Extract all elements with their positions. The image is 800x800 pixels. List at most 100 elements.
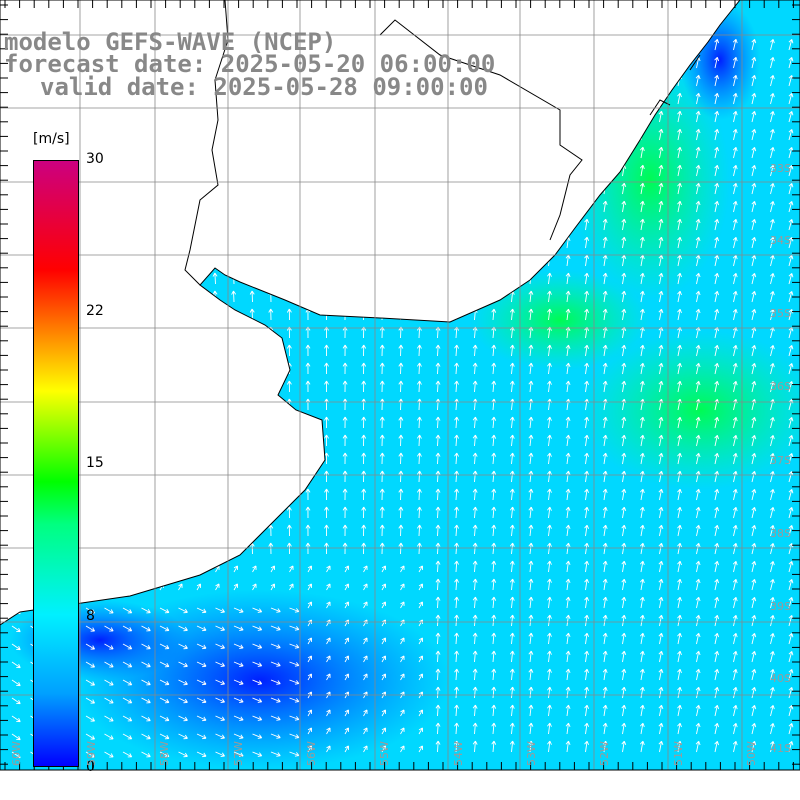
wind-arrow xyxy=(491,290,497,303)
wind-arrow xyxy=(602,146,608,159)
wind-arrow xyxy=(270,583,276,591)
colorbar xyxy=(33,160,79,767)
wind-arrow xyxy=(305,488,311,501)
wind-arrow xyxy=(584,686,590,699)
wind-arrow xyxy=(138,110,144,123)
wind-arrow xyxy=(547,686,552,699)
wind-arrow xyxy=(621,380,627,393)
wind-arrow xyxy=(658,362,664,375)
wind-arrow xyxy=(416,506,422,519)
wind-arrow xyxy=(528,740,534,753)
wind-arrow xyxy=(509,38,515,51)
wind-arrow xyxy=(249,128,255,141)
wind-arrow xyxy=(344,565,350,573)
wind-arrow xyxy=(435,632,441,645)
wind-arrow xyxy=(249,146,255,159)
wind-arrow xyxy=(286,524,292,537)
wind-arrow xyxy=(8,308,14,321)
wind-arrow xyxy=(770,597,775,609)
wind-arrow xyxy=(528,344,534,357)
wind-arrow xyxy=(400,655,405,663)
wind-arrow xyxy=(159,697,170,704)
wind-arrow xyxy=(602,596,608,609)
wind-arrow xyxy=(159,733,170,740)
wind-arrow xyxy=(751,416,757,429)
wind-arrow xyxy=(732,722,738,735)
wind-arrow xyxy=(101,488,107,501)
wind-arrow xyxy=(454,524,460,537)
wind-arrow xyxy=(639,272,645,285)
wind-arrow xyxy=(509,110,515,123)
wind-arrow xyxy=(621,128,627,141)
wind-arrow xyxy=(286,146,292,159)
wind-arrow xyxy=(156,380,162,393)
wind-arrow xyxy=(122,733,133,740)
wind-arrow xyxy=(565,92,571,105)
wind-arrow xyxy=(398,236,404,249)
wind-arrow xyxy=(344,745,350,753)
lon-label: 57W xyxy=(232,741,245,766)
wind-arrow xyxy=(138,200,144,213)
wind-arrow xyxy=(584,128,590,141)
wind-arrow xyxy=(342,110,348,123)
wind-arrow xyxy=(342,488,348,501)
wind-arrow xyxy=(307,745,313,753)
wind-arrow xyxy=(491,650,497,663)
wind-arrow xyxy=(82,218,88,231)
wind-arrow xyxy=(270,643,281,649)
wind-arrow xyxy=(677,254,682,267)
wind-arrow xyxy=(138,434,144,447)
wind-arrow xyxy=(639,722,645,735)
wind-arrow xyxy=(196,751,207,758)
wind-arrow xyxy=(658,650,664,663)
wind-arrow xyxy=(101,362,107,375)
wind-arrow xyxy=(305,272,311,285)
wind-arrow xyxy=(435,254,441,267)
wind-arrow xyxy=(268,362,274,375)
wind-arrow xyxy=(379,524,385,537)
wind-arrow xyxy=(104,751,114,758)
wind-arrow xyxy=(528,380,534,393)
wind-arrow xyxy=(156,344,162,357)
wind-arrow xyxy=(584,632,590,645)
wind-arrow xyxy=(788,183,794,195)
wind-arrow xyxy=(85,643,95,650)
wind-arrow xyxy=(231,344,237,357)
wind-arrow xyxy=(45,146,51,159)
wind-arrow xyxy=(454,632,460,645)
wind-arrow xyxy=(454,650,460,663)
wind-arrow xyxy=(565,110,571,123)
wind-arrow xyxy=(268,146,274,159)
wind-arrow xyxy=(379,506,385,519)
wind-arrow xyxy=(454,164,460,177)
wind-arrow xyxy=(565,668,571,681)
wind-arrow xyxy=(249,218,255,231)
wind-arrow xyxy=(565,470,571,483)
wind-arrow xyxy=(268,416,274,429)
wind-arrow xyxy=(751,128,757,141)
wind-arrow xyxy=(732,560,738,573)
wind-arrow xyxy=(178,697,188,704)
wind-arrow xyxy=(751,146,757,159)
wind-arrow xyxy=(677,308,682,321)
wind-arrow xyxy=(732,200,738,213)
wind-arrow xyxy=(639,74,645,87)
wind-arrow xyxy=(732,470,738,483)
wind-arrow xyxy=(122,565,128,573)
wind-arrow xyxy=(233,661,244,667)
wind-arrow xyxy=(289,625,300,631)
wind-arrow xyxy=(565,542,571,555)
map-frame xyxy=(0,0,800,771)
wind-arrow xyxy=(509,470,515,483)
wind-arrow xyxy=(233,679,244,685)
wind-arrow xyxy=(141,661,151,668)
wind-arrow xyxy=(528,506,534,519)
wind-arrow xyxy=(732,92,738,105)
wind-arrow xyxy=(196,625,207,632)
wind-arrow xyxy=(398,326,404,339)
wind-arrow xyxy=(528,362,534,375)
wind-arrow xyxy=(26,128,32,141)
wind-arrow xyxy=(565,38,571,51)
wind-arrow xyxy=(547,650,552,663)
wind-arrow xyxy=(249,344,255,357)
